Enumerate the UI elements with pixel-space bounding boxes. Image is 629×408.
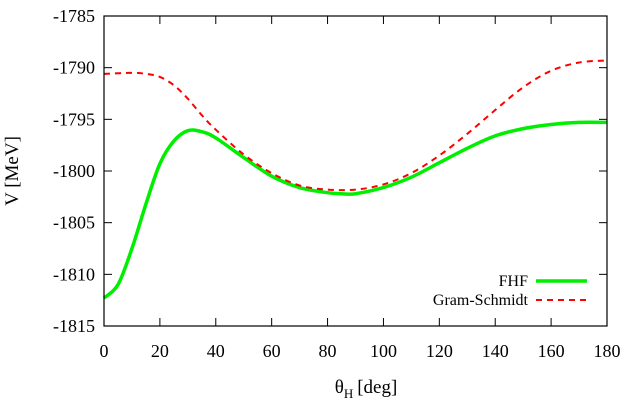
- series-line-gram-schmidt: [103, 59, 608, 192]
- x-tick-label: 0: [100, 341, 109, 361]
- y-tick-label: -1805: [53, 213, 95, 233]
- x-tick-label: 20: [151, 341, 169, 361]
- x-tick-label: 140: [482, 341, 509, 361]
- x-tick-label: 160: [538, 341, 565, 361]
- x-tick-label: 40: [207, 341, 225, 361]
- legend-label-gram-schmidt: Gram-Schmidt: [433, 292, 529, 309]
- y-tick-label: -1815: [53, 316, 95, 336]
- plot-frame: [103, 15, 608, 327]
- x-axis-label-unit: [deg]: [357, 377, 397, 398]
- x-tick-label: 100: [370, 341, 397, 361]
- y-tick-label: -1795: [53, 109, 95, 129]
- x-tick-label: 60: [263, 341, 281, 361]
- x-tick-label: 80: [319, 341, 337, 361]
- x-tick-label: 120: [426, 341, 453, 361]
- ticks-layer: 0 20 40 60 80 100 120 140 160 180 -1785 -1790 -1795 -…: [53, 6, 621, 361]
- y-tick-label: -1810: [53, 264, 95, 284]
- series-layer: [102, 59, 608, 300]
- y-tick-label: -1800: [53, 161, 95, 181]
- x-axis-label-subscript: H: [344, 386, 353, 401]
- legend-label-fhf: FHF: [499, 273, 528, 290]
- x-axis-label: θH [deg]: [335, 377, 398, 401]
- y-axis-label: V [MeV]: [2, 136, 23, 206]
- y-tick-label: -1785: [53, 6, 95, 26]
- x-axis-label-symbol: θ: [335, 377, 344, 398]
- series-line-fhf: [102, 120, 608, 300]
- y-tick-label: -1790: [53, 58, 95, 78]
- x-tick-label: 180: [594, 341, 621, 361]
- legend: FHF Gram-Schmidt: [433, 273, 587, 309]
